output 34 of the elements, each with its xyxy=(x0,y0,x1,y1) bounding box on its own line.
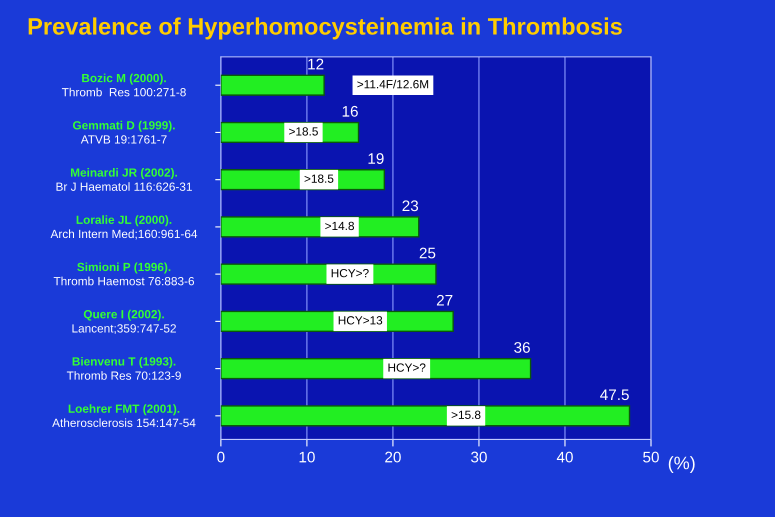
data-label: 12 xyxy=(308,58,324,70)
annotation: >18.5 xyxy=(289,127,318,136)
x-axis-title: (%) xyxy=(668,456,695,473)
data-label: 27 xyxy=(436,294,452,306)
y-tick-label: Bozic M (2000). Thromb Res 100:271-8 xyxy=(62,74,186,96)
y-tick-label: Gemmati D (1999). ATVB 19:1761-7 xyxy=(72,120,175,144)
x-tick-label: 20 xyxy=(385,452,401,462)
annotation: >11.4F/12.6M xyxy=(357,80,428,88)
y-tick-label: Loehrer FMT (2001). Atherosclerosis 154:147-54 xyxy=(52,404,196,428)
y-tick-label: Bienvenu T (1993). Thromb Res 70:123-9 xyxy=(66,356,181,380)
x-tick-label: 40 xyxy=(556,452,573,462)
data-label: 25 xyxy=(420,248,436,258)
x-tick-label: 10 xyxy=(300,452,315,462)
data-label: 36 xyxy=(514,342,530,353)
y-tick-label: Simioni P (1996). Thromb Haemost 76:883-6 xyxy=(54,262,194,286)
y-tick-label: Meinardi JR (2002). Br J Haematol 116:626-31 xyxy=(56,168,192,191)
chart-title: Prevalence of Hyperhomocysteinemia in Thrombosis xyxy=(28,17,622,40)
data-label: 16 xyxy=(342,106,358,117)
x-tick-label: 50 xyxy=(643,452,659,462)
x-tick-label: 30 xyxy=(471,452,487,462)
data-label: 19 xyxy=(368,153,384,164)
y-tick-label: Loralie JL (2000). Arch Intern Med;160:961-64 xyxy=(50,215,198,240)
annotation: >18.5 xyxy=(304,174,334,183)
y-tick-label: Quere I (2002). Lancent;359:747-52 xyxy=(72,310,176,334)
x-tick-label: 0 xyxy=(217,452,225,462)
annotation: HCY>? xyxy=(332,268,369,278)
data-label: 23 xyxy=(402,200,418,212)
bar xyxy=(220,405,630,426)
data-label: 47.5 xyxy=(600,389,629,400)
annotation: HCY>13 xyxy=(338,316,382,325)
annotation: HCY>? xyxy=(388,363,426,372)
bar xyxy=(220,74,325,96)
annotation: >15.8 xyxy=(452,410,480,420)
annotation: >14.8 xyxy=(325,222,354,230)
